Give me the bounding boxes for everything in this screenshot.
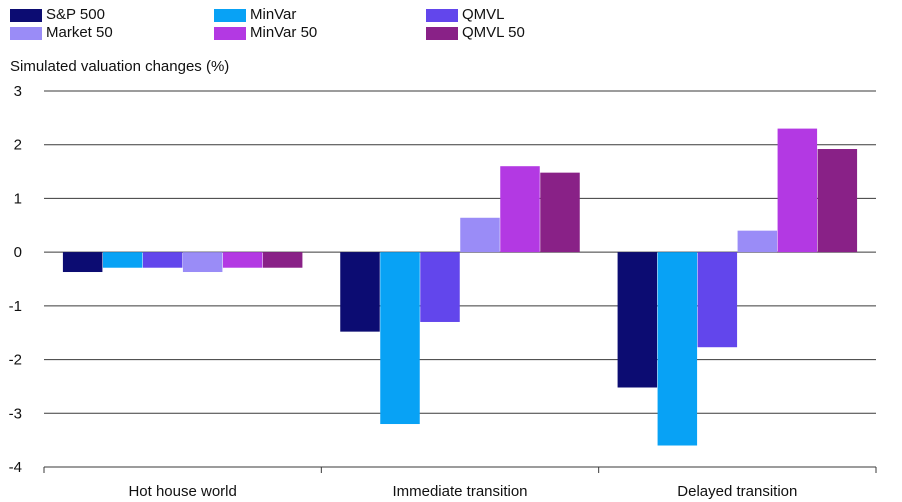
- bar: [262, 252, 303, 268]
- y-tick-label: -3: [9, 405, 22, 422]
- legend-swatch: [214, 8, 246, 22]
- y-tick-label: 1: [14, 190, 22, 207]
- legend-label: S&P 500: [46, 6, 105, 23]
- x-tick-label: Delayed transition: [677, 483, 797, 500]
- bar: [182, 252, 223, 273]
- y-tick-label: -2: [9, 352, 22, 369]
- legend-item: S&P 500: [10, 6, 105, 24]
- y-tick-label: -4: [9, 459, 22, 476]
- legend-swatch: [426, 26, 458, 40]
- legend-swatch: [10, 26, 42, 40]
- legend-label: Market 50: [46, 24, 113, 41]
- legend-swatch: [426, 8, 458, 22]
- bar: [340, 252, 380, 332]
- legend: S&P 500 MinVar QMVL Market 50 MinVar 50 QMVL …: [10, 6, 710, 46]
- bar: [817, 149, 858, 253]
- bar: [500, 166, 540, 253]
- bar: [657, 252, 698, 446]
- legend-item: MinVar 50: [214, 24, 317, 42]
- bar: [222, 252, 263, 268]
- y-tick-label: 3: [14, 83, 22, 100]
- y-tick-label: 0: [14, 244, 22, 261]
- bar: [102, 252, 143, 268]
- bar: [142, 252, 183, 268]
- y-tick-label: -1: [9, 298, 22, 315]
- legend-swatch: [10, 8, 42, 22]
- legend-label: QMVL 50: [462, 24, 525, 41]
- legend-swatch: [214, 26, 246, 40]
- legend-item: MinVar: [214, 6, 296, 24]
- legend-item: Market 50: [10, 24, 113, 42]
- bar: [380, 252, 420, 425]
- bar: [62, 252, 103, 273]
- legend-label: QMVL: [462, 6, 505, 23]
- legend-label: MinVar 50: [250, 24, 318, 41]
- x-tick-label: Hot house world: [128, 483, 236, 500]
- y-axis-label: Simulated valuation changes (%): [10, 58, 230, 75]
- bar: [697, 252, 738, 348]
- y-tick-label: 2: [14, 137, 22, 154]
- legend-label: MinVar: [250, 6, 297, 23]
- bar: [460, 217, 500, 253]
- bar: [737, 230, 778, 253]
- bar: [420, 252, 460, 322]
- legend-item: QMVL: [426, 6, 505, 24]
- bar: [540, 172, 580, 253]
- legend-item: QMVL 50: [426, 24, 525, 42]
- bar: [617, 252, 658, 388]
- bar: [777, 128, 818, 253]
- x-tick-label: Immediate transition: [392, 483, 527, 500]
